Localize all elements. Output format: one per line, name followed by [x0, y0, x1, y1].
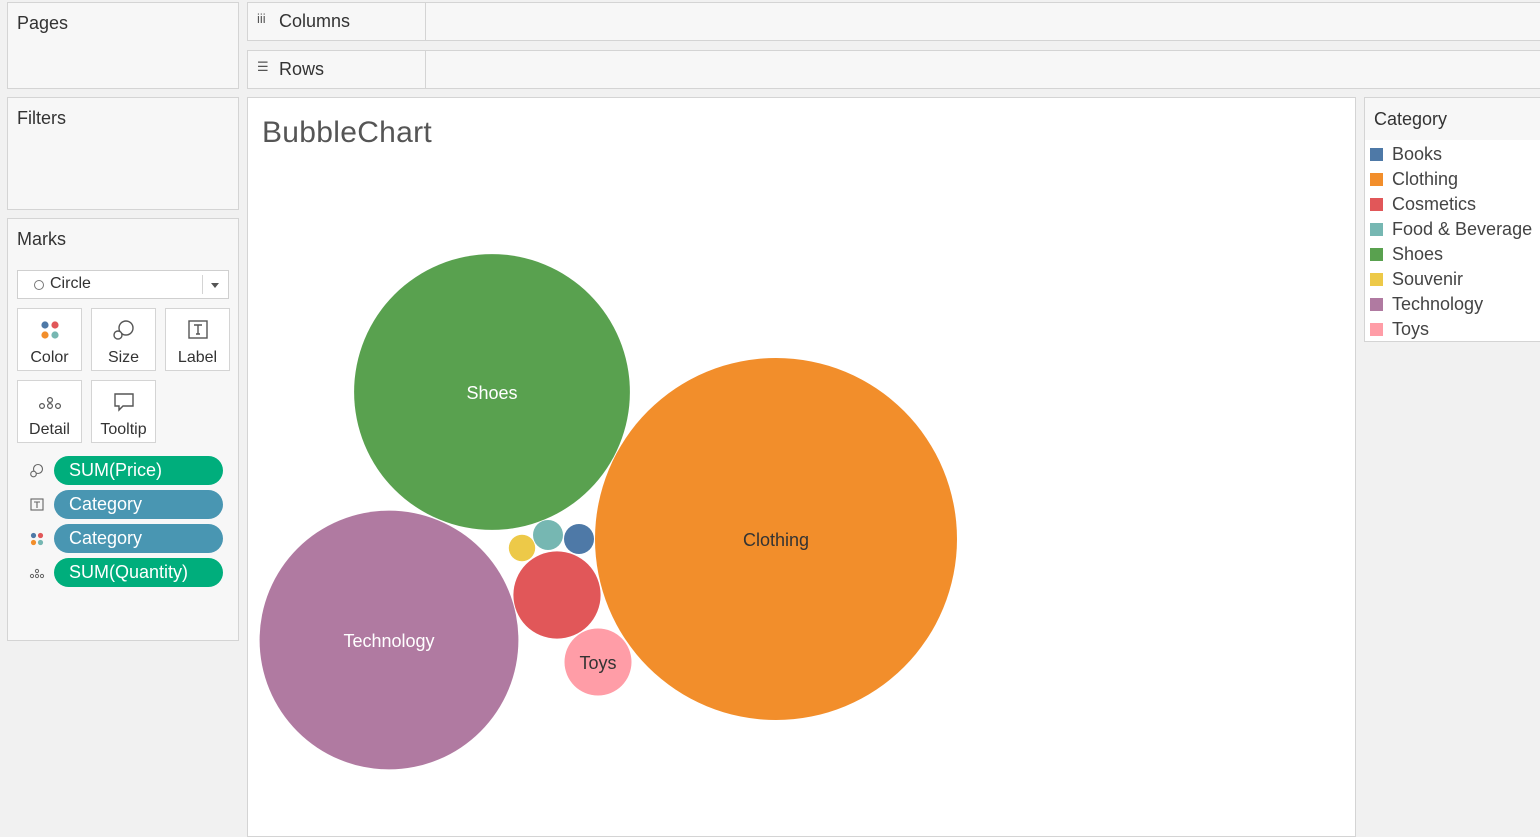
columns-label: Columns — [279, 11, 351, 31]
bubble-books[interactable] — [564, 524, 594, 554]
tooltip-icon — [113, 393, 134, 412]
detail-icon — [29, 568, 45, 579]
bubble-label: Shoes — [466, 383, 517, 403]
bubble-technology[interactable] — [259, 510, 519, 770]
legend-item-label: Technology — [1392, 294, 1484, 314]
marks-pill-row-size: SUM(Price) — [17, 456, 229, 486]
legend-header[interactable]: Category — [1365, 98, 1540, 140]
chevron-down-icon[interactable] — [211, 283, 219, 288]
columns-shelf-label: iii Columns — [248, 3, 426, 40]
color-button[interactable]: Color — [17, 308, 82, 371]
bubble-food-beverage[interactable] — [533, 520, 563, 550]
pages-title: Pages — [17, 13, 69, 33]
marks-pill-row-detail: SUM(Quantity) — [17, 558, 229, 588]
size-button[interactable]: Size — [91, 308, 156, 371]
rows-label: Rows — [279, 59, 325, 79]
bubble-label: Technology — [343, 631, 434, 651]
category-color-pill[interactable]: Category — [54, 524, 223, 553]
rows-shelf[interactable]: ☰ Rows — [247, 50, 1540, 89]
filters-shelf[interactable]: Filters — [7, 97, 239, 210]
marks-pill-row-color: Category — [17, 524, 229, 554]
tooltip-button[interactable]: Tooltip — [91, 380, 156, 443]
label-icon — [187, 320, 208, 339]
bubble-cosmetics[interactable] — [513, 551, 601, 639]
legend-swatch — [1370, 248, 1383, 261]
mark-type-dropdown[interactable]: Circle — [17, 270, 229, 299]
legend-swatch — [1370, 198, 1383, 211]
size-icon — [30, 463, 44, 478]
sum-price-pill[interactable]: SUM(Price) — [54, 456, 223, 485]
legend-item-label: Toys — [1392, 319, 1430, 339]
detail-button[interactable]: Detail — [17, 380, 82, 443]
dropdown-divider — [202, 275, 203, 294]
legend-item-label: Souvenir — [1392, 269, 1464, 289]
bubble-toys[interactable] — [564, 628, 632, 696]
sum-quantity-pill[interactable]: SUM(Quantity) — [54, 558, 223, 587]
legend-swatch — [1370, 298, 1383, 311]
pages-shelf[interactable]: Pages — [7, 2, 239, 89]
legend-item-label: Books — [1392, 144, 1443, 164]
rows-shelf-label: ☰ Rows — [248, 51, 426, 88]
legend-item-label: Clothing — [1392, 169, 1459, 189]
bubble-shoes[interactable] — [354, 254, 630, 530]
legend-swatch — [1370, 323, 1383, 336]
legend-item-label: Cosmetics — [1392, 194, 1477, 214]
legend-swatch — [1370, 148, 1383, 161]
mark-type-value: Circle — [50, 275, 91, 292]
circle-mark-icon — [34, 280, 44, 290]
size-icon — [112, 320, 134, 340]
marks-card: Marks Circle Color Size Label — [7, 218, 239, 641]
category-label-pill[interactable]: Category — [54, 490, 223, 519]
legend-swatch — [1370, 273, 1383, 286]
marks-title: Marks — [17, 229, 66, 249]
label-button[interactable]: Label — [165, 308, 230, 371]
legend-swatch — [1370, 173, 1383, 186]
rows-icon: ☰ — [257, 59, 269, 74]
category-legend: Category Books Clothing Cosmetics Food & Be… — [1364, 97, 1540, 342]
color-button-label: Color — [30, 349, 69, 366]
legend-item-label: Shoes — [1392, 244, 1444, 264]
viz-canvas[interactable]: BubbleChart Clothing Shoes Technology Toys — [247, 97, 1356, 837]
bubble-label: Toys — [579, 653, 616, 673]
legend-item-label: Food & Beverage — [1392, 219, 1533, 239]
bubble-label: Clothing — [743, 530, 809, 550]
marks-pill-row-label: Category — [17, 490, 229, 520]
viz-title: BubbleChart — [262, 116, 433, 149]
detail-button-label: Detail — [29, 421, 70, 438]
bubble-chart[interactable]: Clothing Shoes Technology Toys — [248, 98, 1355, 826]
size-button-label: Size — [107, 349, 140, 366]
label-icon — [30, 498, 44, 511]
columns-icon: iii — [257, 11, 266, 26]
detail-icon — [38, 396, 61, 410]
bubble-souvenir[interactable] — [508, 534, 536, 562]
bubble-clothing[interactable] — [595, 358, 957, 720]
legend-title: Category — [1374, 109, 1448, 129]
columns-shelf[interactable]: iii Columns — [247, 2, 1540, 41]
color-icon — [30, 532, 44, 546]
color-icon — [40, 321, 59, 339]
filters-title: Filters — [17, 108, 66, 128]
label-button-label: Label — [177, 349, 218, 366]
tooltip-button-label: Tooltip — [100, 421, 147, 438]
legend-swatch — [1370, 223, 1383, 236]
